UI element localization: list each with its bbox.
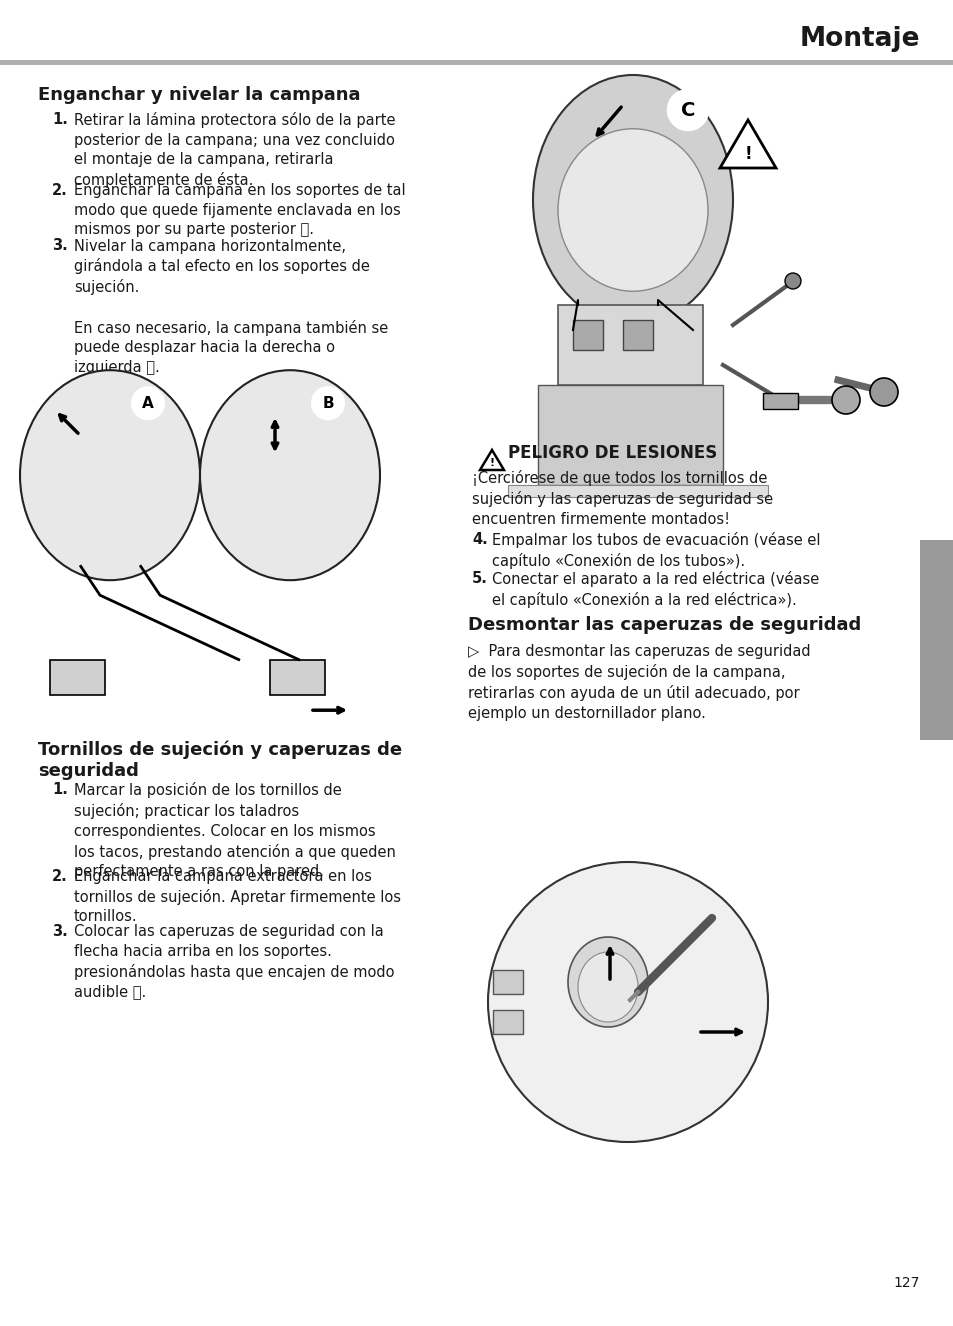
FancyBboxPatch shape bbox=[537, 385, 722, 485]
Text: 1.: 1. bbox=[52, 782, 68, 797]
Text: 1.: 1. bbox=[52, 111, 68, 127]
Text: PELIGRO DE LESIONES: PELIGRO DE LESIONES bbox=[507, 444, 717, 461]
Text: 127: 127 bbox=[893, 1276, 919, 1290]
Ellipse shape bbox=[200, 370, 379, 581]
Text: Empalmar los tubos de evacuación (véase el
capítulo «Conexión de los tubos»).: Empalmar los tubos de evacuación (véase … bbox=[492, 532, 820, 569]
Ellipse shape bbox=[558, 129, 707, 292]
Bar bbox=[573, 320, 602, 350]
Circle shape bbox=[784, 273, 801, 289]
Text: 5.: 5. bbox=[472, 572, 487, 586]
Polygon shape bbox=[720, 119, 775, 168]
Text: 4.: 4. bbox=[472, 532, 487, 548]
Text: Enganchar y nivelar la campana: Enganchar y nivelar la campana bbox=[38, 86, 360, 103]
Text: 2.: 2. bbox=[52, 869, 68, 883]
Text: Enganchar la campana en los soportes de tal
modo que quede fijamente enclavada e: Enganchar la campana en los soportes de … bbox=[74, 183, 405, 237]
Bar bbox=[493, 1010, 522, 1034]
Text: Enganchar la campana extractora en los
tornillos de sujeción. Apretar firmemente: Enganchar la campana extractora en los t… bbox=[74, 869, 400, 924]
Text: Nivelar la campana horizontalmente,
girándola a tal efecto en los soportes de
su: Nivelar la campana horizontalmente, girá… bbox=[74, 239, 388, 375]
Text: 3.: 3. bbox=[52, 239, 68, 253]
Text: Tornillos de sujeción y caperuzas de
seguridad: Tornillos de sujeción y caperuzas de seg… bbox=[38, 740, 402, 780]
Circle shape bbox=[831, 386, 859, 414]
Circle shape bbox=[488, 862, 767, 1142]
Bar bbox=[919, 540, 953, 740]
Bar bbox=[493, 971, 522, 994]
Text: !: ! bbox=[743, 145, 751, 163]
Text: B: B bbox=[322, 395, 334, 411]
Text: Desmontar las caperuzas de seguridad: Desmontar las caperuzas de seguridad bbox=[468, 617, 861, 634]
Text: ¡Cerciórese de que todos los tornillos de
sujeción y las caperuzas de seguridad : ¡Cerciórese de que todos los tornillos d… bbox=[472, 469, 772, 526]
Bar bbox=[762, 392, 797, 408]
Text: A: A bbox=[142, 395, 153, 411]
Text: Retirar la lámina protectora sólo de la parte
posterior de la campana; una vez c: Retirar la lámina protectora sólo de la … bbox=[74, 111, 395, 188]
Circle shape bbox=[132, 387, 164, 419]
Bar bbox=[622, 320, 652, 350]
Text: Montaje: Montaje bbox=[799, 27, 919, 52]
Text: ▷  Para desmontar las caperuzas de seguridad
de los soportes de sujeción de la c: ▷ Para desmontar las caperuzas de seguri… bbox=[468, 644, 810, 721]
Polygon shape bbox=[479, 450, 503, 469]
Circle shape bbox=[869, 378, 897, 406]
Circle shape bbox=[667, 90, 707, 130]
Bar bbox=[50, 660, 105, 695]
Ellipse shape bbox=[578, 952, 638, 1022]
Text: !: ! bbox=[489, 457, 494, 468]
Text: 3.: 3. bbox=[52, 924, 68, 939]
Bar bbox=[0, 60, 953, 65]
Ellipse shape bbox=[20, 370, 200, 581]
Bar bbox=[270, 660, 325, 695]
Text: Conectar el aparato a la red eléctrica (véase
el capítulo «Conexión a la red elé: Conectar el aparato a la red eléctrica (… bbox=[492, 572, 819, 607]
Text: Marcar la posición de los tornillos de
sujeción; practicar los taladros
correspo: Marcar la posición de los tornillos de s… bbox=[74, 782, 395, 879]
Ellipse shape bbox=[533, 76, 732, 325]
Text: Colocar las caperuzas de seguridad con la
flecha hacia arriba en los soportes.
p: Colocar las caperuzas de seguridad con l… bbox=[74, 924, 395, 1000]
Circle shape bbox=[312, 387, 344, 419]
Bar bbox=[558, 305, 702, 385]
Text: 2.: 2. bbox=[52, 183, 68, 198]
Ellipse shape bbox=[567, 937, 647, 1028]
FancyBboxPatch shape bbox=[507, 485, 767, 497]
Text: C: C bbox=[680, 101, 695, 119]
